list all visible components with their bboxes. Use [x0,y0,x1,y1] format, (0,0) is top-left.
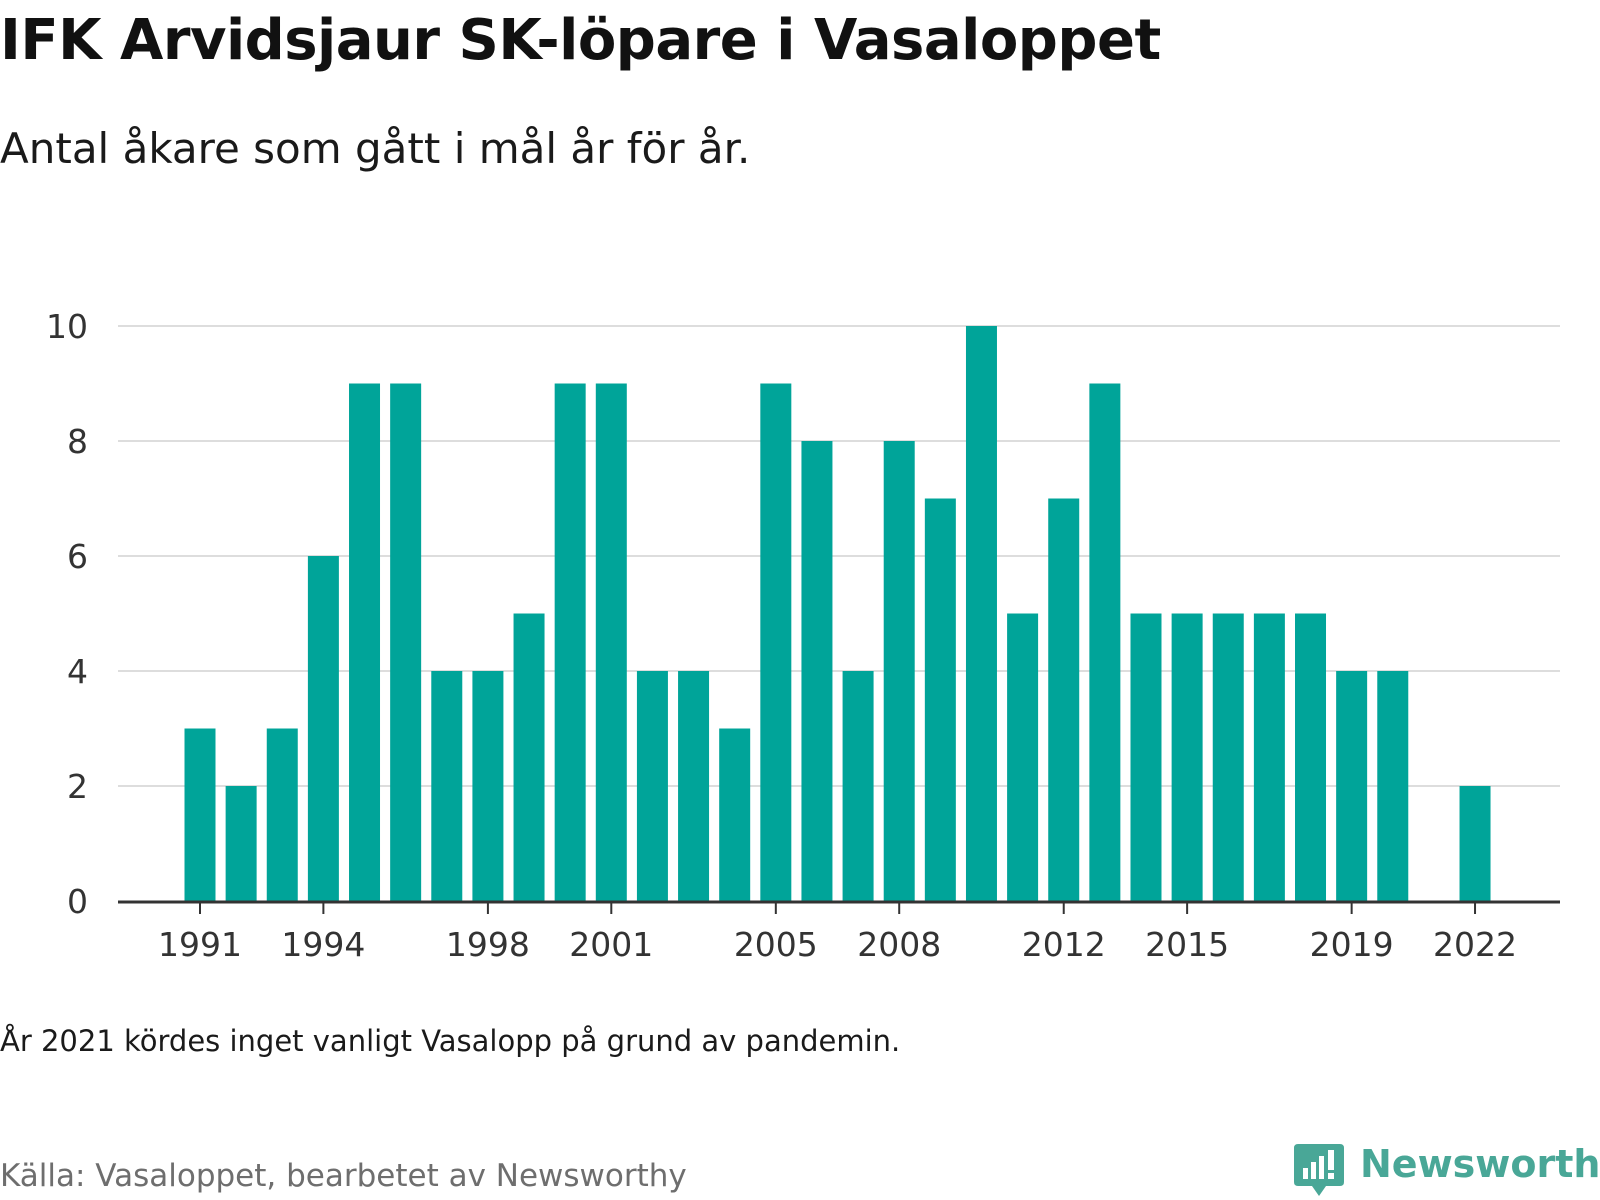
bar-2000 [554,383,586,901]
x-tick-label: 1998 [446,925,530,964]
bar-2007 [842,671,874,901]
x-tick-label: 2012 [1022,925,1106,964]
y-tick-label: 8 [67,422,88,461]
bar-2014 [1130,613,1162,901]
y-tick-label: 0 [67,882,88,921]
brand-name: Newsworthy [1360,1142,1600,1186]
bar-1994 [307,556,339,901]
x-tick-label: 2001 [569,925,653,964]
x-tick-label: 2019 [1310,925,1394,964]
bar-1993 [266,728,298,901]
chart-note: År 2021 kördes inget vanligt Vasalopp på… [0,1024,901,1058]
chart-subtitle: Antal åkare som gått i mål år för år. [0,124,751,173]
bar-1999 [513,613,545,901]
bar-2006 [801,441,833,901]
bar-1995 [349,383,381,901]
x-tick-label: 2008 [857,925,941,964]
bar-2009 [924,498,956,901]
x-axis [118,900,1560,914]
bar-1996 [390,383,422,901]
x-tick-label: 1991 [158,925,242,964]
bar-2017 [1253,613,1285,901]
source-text: Källa: Vasaloppet, bearbetet av Newswort… [0,1158,687,1194]
bar-2008 [883,441,915,901]
y-tick-label: 6 [67,537,88,576]
bar-1991 [184,728,216,901]
y-tick-label: 10 [46,307,88,346]
bar-1998 [472,671,504,901]
y-tick-label: 2 [67,767,88,806]
bar-1997 [431,671,463,901]
bar-2003 [678,671,710,901]
x-tick-label: 2022 [1433,925,1517,964]
bar-2011 [1007,613,1039,901]
x-tick-label: 2005 [734,925,818,964]
bar-2004 [719,728,751,901]
bar-2016 [1212,613,1244,901]
bars [184,326,1491,901]
y-tick-labels: 0 2 4 6 8 10 [46,307,88,921]
bar-2018 [1295,613,1327,901]
bar-2013 [1089,383,1121,901]
bar-2002 [636,671,668,901]
brand-logo[interactable]: Newsworthy [1292,1140,1600,1200]
bar-2005 [760,383,792,901]
x-tick-label: 2015 [1145,925,1229,964]
bar-2012 [1048,498,1080,901]
bar-2015 [1171,613,1203,901]
bar-2020 [1377,671,1409,901]
bar-1992 [225,786,257,901]
y-tick-label: 4 [67,652,88,691]
bar-2019 [1336,671,1368,901]
x-tick-label: 1994 [281,925,365,964]
x-tick-labels: 1991 1994 1998 2001 2005 2008 2012 2015 2019 2022 [158,925,1517,964]
bar-chart: 0 2 4 6 8 10 1991 1994 1998 2001 2005 2008 2012 2015… [46,307,1560,964]
bar-2001 [595,383,627,901]
bar-chart-speech-bubble-icon [1294,1144,1344,1196]
bar-2022 [1459,786,1491,901]
bar-2010 [965,326,997,901]
chart-title: IFK Arvidsjaur SK-löpare i Vasaloppet [0,8,1161,73]
